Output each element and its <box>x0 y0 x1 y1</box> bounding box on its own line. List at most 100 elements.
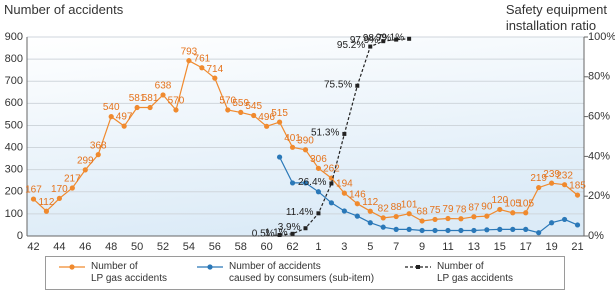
y-tick-label: 900 <box>5 31 23 43</box>
x-tick-label: 13 <box>468 241 480 253</box>
marker <box>43 208 50 214</box>
legend-entry: Number of accidents caused by consumers … <box>196 261 374 285</box>
legend-symbol <box>405 265 431 269</box>
marker <box>393 213 399 220</box>
x-tick-label: 1 <box>315 241 321 253</box>
y-tick-label: 300 <box>5 164 23 176</box>
marker <box>354 201 360 207</box>
y-tick-label: 400 <box>5 141 23 153</box>
marker <box>574 222 581 228</box>
marker <box>445 215 451 222</box>
plot-background <box>27 37 584 236</box>
data-label: 11.4% <box>286 207 314 218</box>
marker <box>160 92 166 98</box>
marker <box>536 184 542 191</box>
data-label: 497 <box>116 112 133 123</box>
data-label: 390 <box>297 135 314 146</box>
marker <box>445 227 451 234</box>
y-tick-label: 700 <box>5 75 23 87</box>
marker <box>536 230 542 236</box>
marker <box>276 119 283 125</box>
legend-label: Number of accidents caused by consumers … <box>229 261 375 284</box>
marker <box>30 196 37 202</box>
data-label: 581 <box>142 93 159 104</box>
marker <box>302 180 309 186</box>
marker <box>407 36 412 41</box>
x-tick-label: 52 <box>157 241 169 253</box>
x-tick-label: 19 <box>545 241 557 253</box>
data-label: 1.1% <box>265 227 288 238</box>
data-label: 26.4% <box>298 177 326 188</box>
data-label: 75 <box>429 205 441 216</box>
marker <box>458 227 464 234</box>
marker <box>95 152 101 158</box>
marker <box>561 182 568 188</box>
marker <box>329 181 334 186</box>
data-label: 581 <box>129 93 146 104</box>
marker <box>484 213 490 219</box>
marker <box>328 200 335 206</box>
data-label: 87 <box>468 202 480 213</box>
data-label: 170 <box>51 184 68 195</box>
marker <box>354 213 360 219</box>
marker <box>251 112 257 119</box>
marker <box>549 180 555 186</box>
y-axis-title: Number of accidents <box>4 2 124 17</box>
marker <box>225 107 231 113</box>
y-tick-label: 500 <box>5 119 23 131</box>
data-label: 638 <box>155 81 172 92</box>
marker <box>303 226 308 231</box>
data-label: 79 <box>442 204 454 215</box>
marker <box>341 208 347 214</box>
marker <box>315 189 322 195</box>
marker <box>341 190 347 196</box>
marker <box>367 208 373 214</box>
y-tick-label: 200 <box>5 186 23 198</box>
y2-tick-label: 20% <box>588 190 610 202</box>
y-tick-label: 600 <box>5 97 23 109</box>
y2-axis-title: Safety equipment installation ratio <box>505 2 607 33</box>
marker <box>276 154 283 160</box>
data-label: 98.7% <box>363 33 391 44</box>
data-label: 194 <box>336 179 353 190</box>
data-label: 262 <box>323 164 340 175</box>
data-label: 714 <box>206 64 223 75</box>
marker <box>393 226 399 232</box>
marker <box>199 65 205 71</box>
y2-tick-label: 40% <box>588 150 610 162</box>
data-label: 306 <box>310 154 327 165</box>
data-label: 167 <box>25 185 42 196</box>
marker <box>108 114 114 120</box>
data-label: 105 <box>517 198 534 209</box>
x-tick-label: 21 <box>571 241 583 253</box>
marker <box>212 75 218 81</box>
marker <box>186 58 192 64</box>
x-tick-label: 5 <box>367 241 373 253</box>
data-label: 90 <box>481 202 493 213</box>
data-label: 75.5% <box>324 79 352 90</box>
marker <box>380 215 386 221</box>
marker <box>394 37 399 42</box>
marker <box>355 83 360 88</box>
x-tick-label: 46 <box>79 241 91 253</box>
marker <box>419 218 425 224</box>
data-label: 101 <box>401 199 418 210</box>
data-label: 368 <box>90 140 107 151</box>
legend-label: Number of LP gas accidents <box>91 261 167 284</box>
legend-label: Number of LP gas accidents <box>437 261 513 284</box>
data-label: 299 <box>77 156 94 167</box>
marker <box>302 147 309 153</box>
marker <box>56 195 62 202</box>
x-tick-label: 56 <box>209 241 221 253</box>
y2-tick-label: 80% <box>588 71 610 83</box>
x-tick-label: 11 <box>442 241 453 253</box>
x-tick-label: 17 <box>520 241 532 253</box>
marker <box>173 107 179 113</box>
marker <box>549 220 555 226</box>
y2-tick-label: 60% <box>588 111 610 123</box>
marker <box>238 109 244 115</box>
y-tick-label: 800 <box>5 53 23 65</box>
legend-symbol <box>59 264 85 270</box>
